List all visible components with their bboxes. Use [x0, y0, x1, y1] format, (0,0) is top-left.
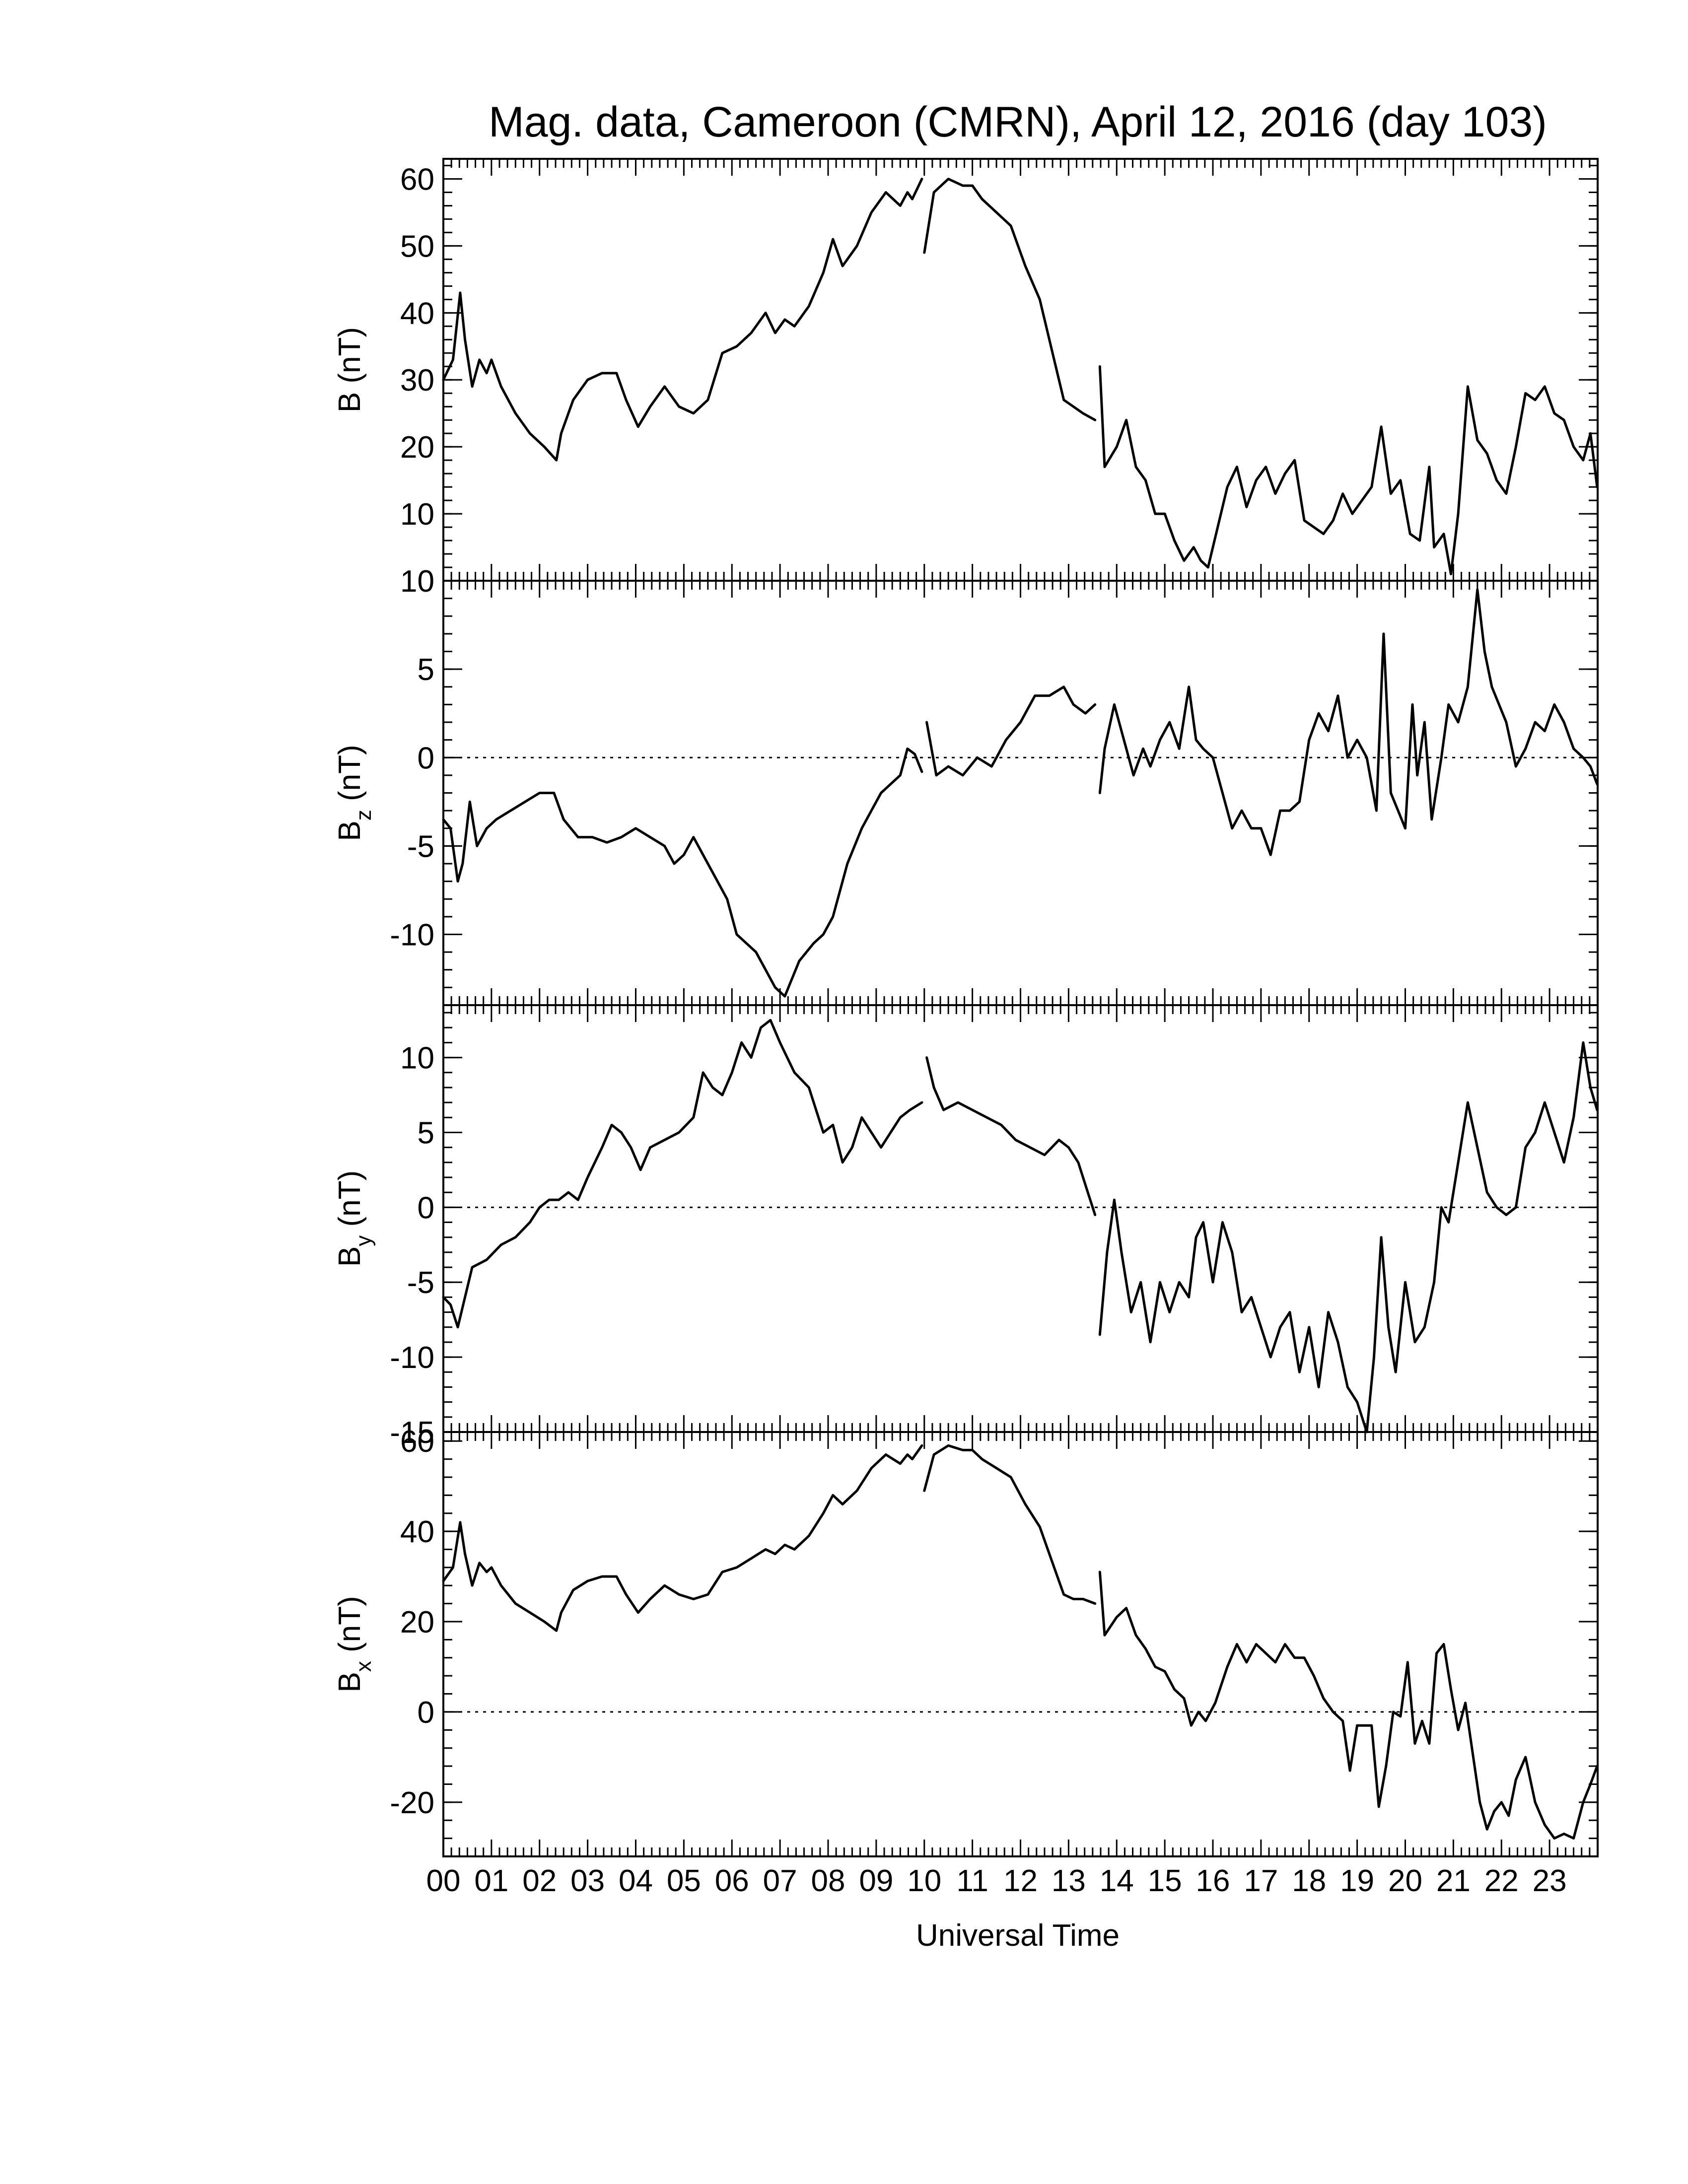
y-tick-label: 60 — [400, 1425, 434, 1459]
y-tick-label: -20 — [390, 1786, 434, 1820]
chart-title: Mag. data, Cameroon (CMRN), April 12, 20… — [489, 98, 1547, 146]
y-axis-label-unit: (nT) — [333, 327, 367, 392]
x-tick-label: 18 — [1292, 1864, 1326, 1898]
y-tick-label: 60 — [400, 162, 434, 197]
panel-3: -15 -10 -5 0 5 10 By (nT) — [333, 1004, 1599, 1450]
x-tick-label: 10 — [907, 1864, 941, 1898]
y-axis-label-unit: (nT) — [333, 1596, 367, 1661]
y-tick-label: -10 — [390, 1341, 434, 1375]
y-axis-label-main: B — [333, 392, 367, 412]
y-axis-label-main: B — [333, 1246, 367, 1267]
x-tick-label: 14 — [1100, 1864, 1134, 1898]
panel-4: -20 0 20 40 60 Bx (nT) — [333, 1425, 1599, 1857]
data-trace — [1098, 365, 1599, 575]
y-tick-label: 20 — [400, 1605, 434, 1639]
x-tick-label: 17 — [1244, 1864, 1278, 1898]
x-tick-label: 21 — [1436, 1864, 1471, 1898]
x-tick-label: 00 — [426, 1864, 461, 1898]
x-tick-label: 04 — [619, 1864, 653, 1898]
x-tick-label: 20 — [1388, 1864, 1422, 1898]
x-tick-label: 06 — [715, 1864, 749, 1898]
panel-2: -10 -5 0 5 10 Bz (nT) — [333, 564, 1599, 1006]
x-tick-label: 05 — [667, 1864, 701, 1898]
y-tick-label: 0 — [418, 741, 434, 775]
x-tick-label: 08 — [811, 1864, 845, 1898]
x-tick-label: 19 — [1340, 1864, 1374, 1898]
data-trace — [925, 685, 1097, 777]
x-axis-title: Universal Time — [916, 1918, 1120, 1953]
x-tick-label: 11 — [956, 1864, 988, 1898]
data-trace — [923, 1444, 1097, 1605]
y-axis-label: Bz (nT) — [333, 745, 376, 841]
x-tick-label: 02 — [522, 1864, 557, 1898]
data-trace — [1098, 588, 1599, 856]
data-trace — [1098, 1041, 1599, 1433]
y-tick-label: 30 — [400, 363, 434, 398]
x-tick-label: 03 — [570, 1864, 605, 1898]
y-axis-label: Bx (nT) — [333, 1596, 376, 1692]
x-tick-label: 22 — [1484, 1864, 1519, 1898]
y-axis-label-subscript: x — [352, 1661, 376, 1672]
y-tick-label: 0 — [418, 1696, 434, 1730]
x-tick-label: 07 — [763, 1864, 797, 1898]
data-trace — [1098, 1570, 1599, 1840]
y-tick-label: -5 — [407, 1266, 434, 1300]
y-axis-label-main: B — [333, 1672, 367, 1692]
y-tick-label: 20 — [400, 430, 434, 465]
y-axis-label-subscript: z — [352, 810, 376, 820]
y-tick-label: 10 — [400, 497, 434, 532]
x-tick-label: 12 — [1003, 1864, 1038, 1898]
x-tick-label: 16 — [1196, 1864, 1230, 1898]
y-tick-label: 40 — [400, 296, 434, 331]
y-tick-label: 0 — [418, 564, 434, 599]
x-tick-label: 13 — [1052, 1864, 1086, 1898]
data-trace — [925, 1056, 1097, 1216]
y-axis-label: By (nT) — [333, 1170, 376, 1267]
y-tick-label: 10 — [400, 1041, 434, 1076]
data-trace — [442, 1019, 923, 1329]
y-axis-label-unit: (nT) — [333, 745, 367, 810]
x-tick-label: 01 — [474, 1864, 508, 1898]
y-tick-label: 5 — [418, 1116, 434, 1150]
x-tick-label: 09 — [859, 1864, 893, 1898]
data-trace — [923, 178, 1097, 421]
x-tick-label: 23 — [1533, 1864, 1567, 1898]
y-tick-label: 0 — [418, 1191, 434, 1225]
data-trace — [442, 747, 923, 998]
x-tick-label: 15 — [1148, 1864, 1182, 1898]
y-tick-label: 10 — [400, 564, 434, 599]
data-trace — [442, 1444, 923, 1632]
y-tick-label: 5 — [418, 653, 434, 687]
data-trace — [442, 178, 923, 462]
y-tick-label: -5 — [407, 829, 434, 864]
y-axis-label: B (nT) — [333, 327, 367, 412]
y-axis-label-subscript: y — [352, 1235, 376, 1246]
panel-frame — [442, 580, 1599, 1006]
y-tick-label: 50 — [400, 229, 434, 264]
panel-frame — [442, 1004, 1599, 1433]
panel-frame — [442, 158, 1599, 582]
x-axis: 00 01 02 03 04 05 06 07 08 09 10 11 12 13 14 15 16 17 18 19… — [426, 1864, 1567, 1898]
y-axis-label-unit: (nT) — [333, 1170, 367, 1235]
y-axis-label-main: B — [333, 820, 367, 841]
y-tick-label: 40 — [400, 1515, 434, 1549]
y-tick-label: -10 — [390, 918, 434, 953]
y-tick-label: -15 — [390, 1416, 434, 1450]
